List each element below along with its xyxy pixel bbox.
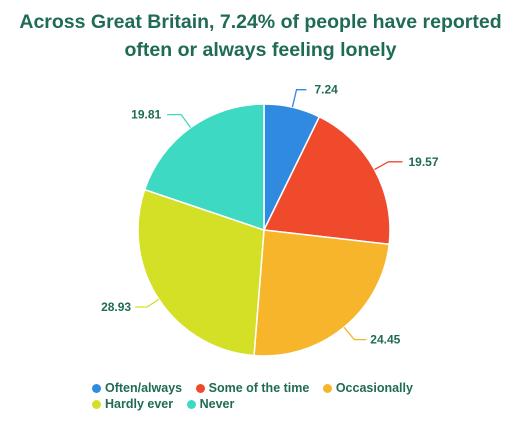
pie-slice-never [143,103,265,232]
leader-line-occasionally [343,326,367,341]
legend-marker-occasionally [322,384,332,393]
data-label-some-of-the-time: 19.57 [409,155,439,169]
chart-legend: Often/always Some of the time Occasional… [92,380,492,412]
legend-item-hardly-ever: Hardly ever [92,396,173,412]
legend-item-often-always: Often/always [92,380,182,396]
legend-row-1: Often/always Some of the time Occasional… [92,380,492,396]
pie-slice-occasionally [253,229,391,357]
data-label-never: 19.81 [131,108,161,122]
legend-label-often-always: Often/always [105,381,183,395]
pie-slice-some-of-the-time [262,115,391,246]
legend-marker-often-always [92,384,101,393]
legend-marker-hardly-ever [92,400,101,409]
data-label-often-always: 7.24 [315,83,339,97]
chart-title-line-1: Across Great Britain, 7.24% of people ha… [19,11,502,33]
pie-chart: 7.24 19.57 24.45 28.93 19.81 [101,83,439,357]
leader-line-never [167,113,192,128]
legend-marker-some-of-the-time [195,384,205,393]
chart-title: Across Great Britain, 7.24% of people ha… [0,8,521,64]
legend-item-occasionally: Occasionally [322,380,413,396]
legend-item-some-of-the-time: Some of the time [195,380,310,396]
legend-label-some-of-the-time: Some of the time [208,381,310,395]
data-label-occasionally: 24.45 [370,333,400,347]
pie-slice-hardly-ever [137,188,265,357]
legend-item-never: Never [186,396,235,412]
leader-line-some-of-the-time [374,161,403,171]
legend-row-2: Hardly ever Never [92,396,492,412]
legend-label-occasionally: Occasionally [335,381,413,395]
leader-line-hardly-ever [135,298,160,308]
legend-label-hardly-ever: Hardly ever [105,397,174,411]
leader-line-often-always [291,89,307,108]
chart-title-line-2: often or always feeling lonely [124,39,397,61]
data-label-hardly-ever: 28.93 [101,300,131,314]
legend-marker-never [186,400,196,409]
legend-label-never: Never [199,397,235,411]
